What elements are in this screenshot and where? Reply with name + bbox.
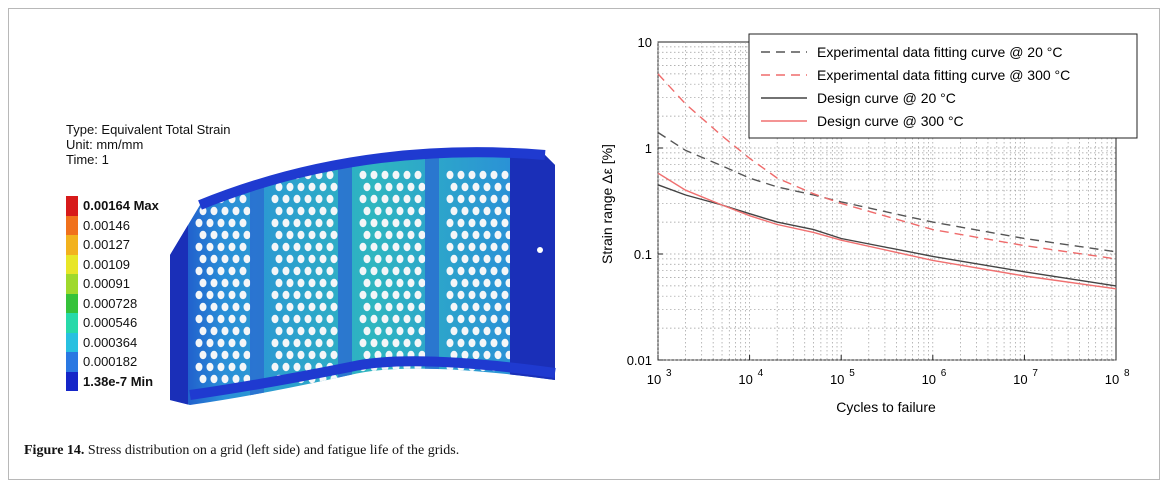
series-line	[657, 73, 1117, 260]
series-line	[657, 184, 1117, 287]
x-tick-exponent: 8	[1124, 368, 1130, 379]
colorbar-entry: 0.00109	[66, 254, 159, 274]
figure-caption: Figure 14. Stress distribution on a grid…	[24, 443, 459, 459]
y-axis-label: Strain range Δε [%]	[599, 144, 615, 264]
x-tick-label: 10	[830, 372, 844, 387]
figure-frame	[8, 8, 1160, 480]
x-axis-label: Cycles to failure	[836, 399, 936, 415]
colorbar-label: 0.000546	[83, 315, 138, 331]
y-tick-label: 0.1	[634, 247, 652, 262]
colorbar-swatch	[66, 313, 78, 333]
legend-box	[748, 33, 1138, 139]
result-type-label: Type: Equivalent Total Strain	[66, 122, 231, 137]
series-line	[657, 131, 1117, 253]
colorbar-entry: 0.00091	[66, 274, 159, 294]
fe-grid-contour-image	[170, 147, 556, 405]
caption-text: Stress distribution on a grid (left side…	[84, 443, 460, 458]
colorbar-swatch	[66, 215, 78, 235]
x-tick-label: 10	[647, 372, 661, 387]
fe-result-info: Type: Equivalent Total Strain Unit: mm/m…	[66, 122, 231, 167]
colorbar-swatch	[66, 196, 78, 216]
strain-colorbar: 0.00164 Max 0.00146 0.00127 0.00109 0.00091 0…	[66, 196, 159, 391]
colorbar-swatch	[66, 332, 78, 352]
colorbar-entry: 1.38e-7 Min	[66, 371, 159, 391]
x-tick-exponent: 5	[849, 368, 855, 379]
legend-label: Design curve @ 20 °C	[817, 90, 956, 106]
figure-number: Figure 14.	[24, 443, 85, 458]
x-tick-exponent: 4	[758, 368, 764, 379]
colorbar-entry: 0.00146	[66, 215, 159, 235]
colorbar-entry: 0.000728	[66, 293, 159, 313]
colorbar-entry: 0.000364	[66, 332, 159, 352]
legend-label: Experimental data fitting curve @ 20 °C	[817, 44, 1062, 60]
result-time-label: Time: 1	[66, 152, 109, 167]
x-tick-exponent: 3	[666, 368, 672, 379]
colorbar-label: 0.000182	[83, 354, 138, 370]
x-tick-label: 10	[738, 372, 752, 387]
colorbar-label: 0.000728	[83, 295, 138, 311]
colorbar-swatch	[66, 235, 78, 255]
legend-label: Experimental data fitting curve @ 300 °C	[817, 67, 1070, 83]
series-line	[657, 172, 1117, 290]
colorbar-entry: 0.00164 Max	[66, 196, 159, 216]
result-unit-label: Unit: mm/mm	[66, 137, 144, 152]
x-tick-label: 10	[1105, 372, 1119, 387]
colorbar-label: 0.00127	[83, 237, 130, 253]
y-tick-label: 1	[645, 141, 652, 156]
x-tick-label: 10	[922, 372, 936, 387]
y-tick-label: 0.01	[627, 353, 652, 368]
colorbar-label: 0.00164 Max	[83, 198, 159, 214]
colorbar-swatch	[66, 371, 78, 391]
colorbar-label: 0.00109	[83, 256, 130, 272]
colorbar-swatch	[66, 254, 78, 274]
colorbar-entry: 0.00127	[66, 235, 159, 255]
colorbar-label: 0.00091	[83, 276, 130, 292]
colorbar-label: 0.00146	[83, 217, 130, 233]
colorbar-entry: 0.000182	[66, 352, 159, 372]
x-tick-exponent: 7	[1032, 368, 1038, 379]
x-tick-label: 10	[1013, 372, 1027, 387]
colorbar-swatch	[66, 352, 78, 372]
colorbar-label: 1.38e-7 Min	[83, 373, 154, 389]
colorbar-swatch	[66, 274, 78, 294]
y-tick-label: 10	[638, 35, 652, 50]
x-tick-exponent: 6	[941, 368, 947, 379]
colorbar-label: 0.000364	[83, 334, 138, 350]
legend-label: Design curve @ 300 °C	[817, 113, 964, 129]
colorbar-swatch	[66, 293, 78, 313]
colorbar-entry: 0.000546	[66, 313, 159, 333]
